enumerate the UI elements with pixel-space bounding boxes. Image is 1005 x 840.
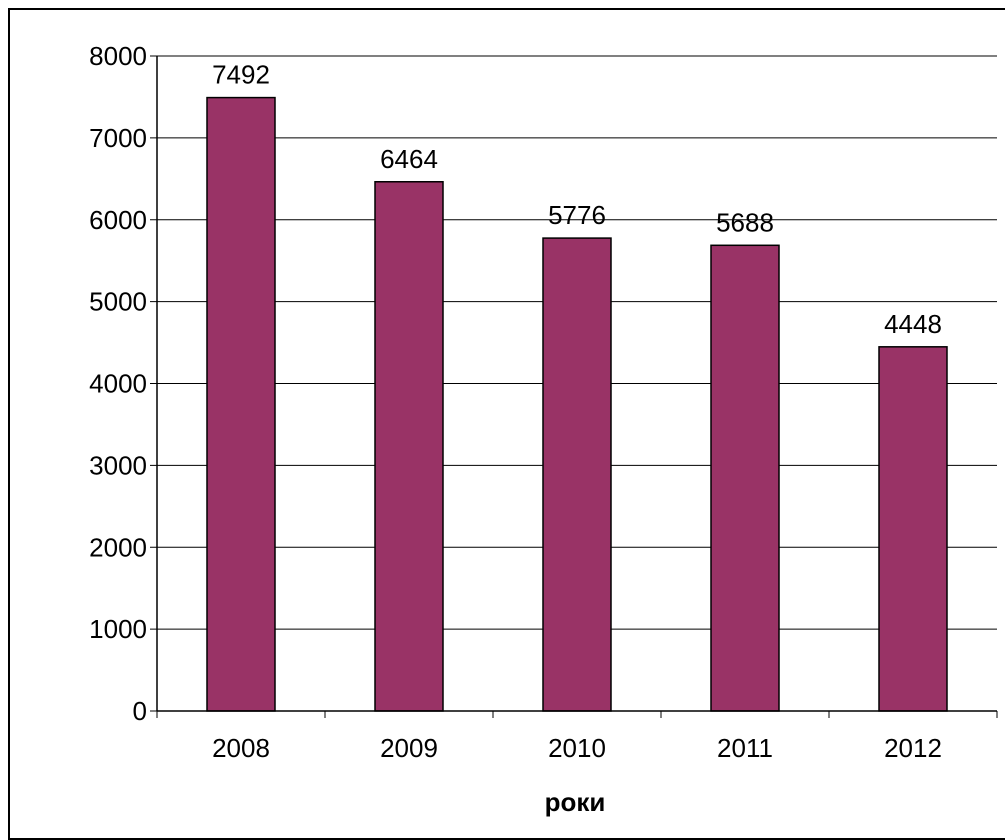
data-labels: 7492 6464 5776 5688 4448 (212, 60, 942, 339)
x-tick-label-2008: 2008 (212, 733, 270, 763)
data-label-2011: 5688 (716, 207, 774, 237)
y-tick-label-2000: 2000 (89, 532, 147, 562)
y-tick-label-7000: 7000 (89, 123, 147, 153)
chart-frame (8, 8, 1005, 840)
data-label-2009: 6464 (380, 144, 438, 174)
bar-2012 (878, 346, 948, 712)
y-tick-label-0: 0 (133, 696, 147, 726)
x-axis-title: роки (545, 787, 606, 817)
data-label-2012: 4448 (884, 309, 942, 339)
bar-2010 (542, 237, 612, 712)
x-tick-labels: 2008 2009 2010 2011 2012 (212, 733, 942, 763)
axes (150, 55, 998, 718)
data-label-2010: 5776 (548, 200, 606, 230)
y-tick-label-1000: 1000 (89, 614, 147, 644)
y-tick-label-4000: 4000 (89, 369, 147, 399)
x-tick-label-2012: 2012 (884, 733, 942, 763)
x-tick-label-2009: 2009 (380, 733, 438, 763)
y-tick-label-6000: 6000 (89, 205, 147, 235)
bar-2008 (206, 96, 276, 712)
bar-2009 (374, 181, 444, 712)
x-tick-label-2010: 2010 (548, 733, 606, 763)
data-label-2008: 7492 (212, 60, 270, 90)
x-tick-label-2011: 2011 (717, 733, 773, 763)
y-tick-label-8000: 8000 (89, 41, 147, 71)
bar-2011 (710, 244, 780, 712)
y-tick-labels: 0 1000 2000 3000 4000 5000 6000 7000 8000 (89, 41, 147, 726)
y-tick-label-3000: 3000 (89, 450, 147, 480)
bars (206, 96, 948, 712)
y-tick-label-5000: 5000 (89, 287, 147, 317)
